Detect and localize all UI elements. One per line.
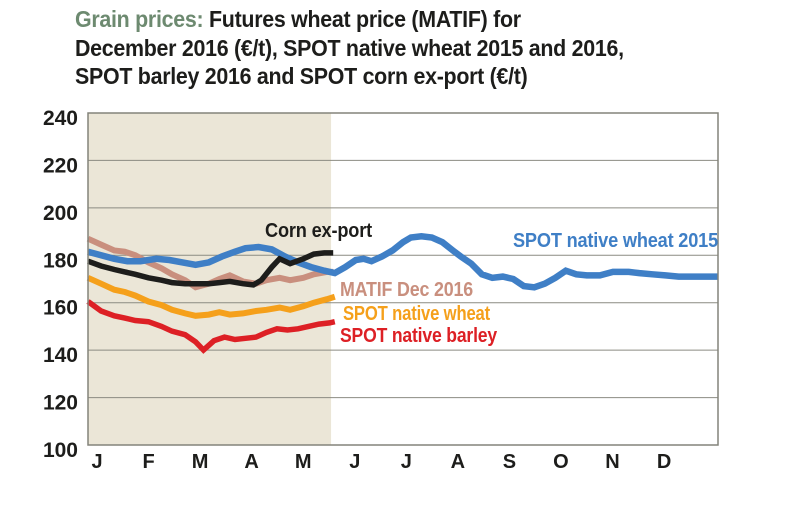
x-month-label-7: A: [451, 451, 465, 473]
title-line-1: Futures wheat price (MATIF) for: [209, 6, 521, 32]
series-label-spot-native-wheat-2015: SPOT native wheat 2015: [513, 230, 718, 252]
title-line-3: SPOT barley 2016 and SPOT corn ex-port (…: [75, 63, 528, 89]
x-month-label-9: O: [553, 451, 569, 473]
x-month-label-6: J: [401, 451, 412, 473]
plot-border: [87, 112, 719, 446]
series-label-spot-native-barley: SPOT native barley: [340, 325, 498, 347]
y-tick-label-220: 220: [43, 154, 78, 177]
plot-border-layer: [87, 112, 719, 446]
line-spot-native-barley: [86, 299, 336, 354]
x-month-label-2: M: [192, 451, 209, 473]
chart-title: Grain prices: Futures wheat price (MATIF…: [75, 5, 624, 91]
line-corn-ex-port: [87, 250, 334, 288]
y-axis-labels: 240 220 200 180 160 140 120 100: [43, 107, 78, 462]
series-label-spot-native-wheat: SPOT native wheat: [343, 303, 490, 325]
x-month-label-4: M: [295, 451, 312, 473]
y-tick-label-120: 120: [43, 392, 78, 415]
x-month-label-8: S: [503, 451, 516, 473]
x-month-label-5: J: [349, 451, 360, 473]
y-tick-label-200: 200: [43, 202, 78, 225]
x-month-label-3: A: [244, 451, 258, 473]
x-month-label-11: D: [657, 451, 671, 473]
title-highlight: Grain prices:: [75, 6, 204, 32]
y-tick-label-160: 160: [43, 297, 78, 320]
x-month-label-10: N: [605, 451, 619, 473]
line-spot-native-wheat-2015: [87, 233, 718, 291]
y-tick-label-100: 100: [43, 439, 78, 462]
title-line-2: December 2016 (€/t), SPOT native wheat 2…: [75, 34, 624, 61]
y-tick-label-140: 140: [43, 344, 78, 367]
y-tick-label-240: 240: [43, 107, 78, 130]
line-spot-native-wheat: [86, 275, 336, 319]
x-month-label-1: F: [142, 451, 154, 473]
series-label-matif-dec-2016: MATIF Dec 2016: [340, 279, 473, 301]
x-month-label-0: J: [91, 451, 102, 473]
series-label-corn-ex-port: Corn ex-port: [265, 220, 372, 242]
series-lines-layer: [86, 233, 718, 354]
y-tick-label-180: 180: [43, 249, 78, 272]
